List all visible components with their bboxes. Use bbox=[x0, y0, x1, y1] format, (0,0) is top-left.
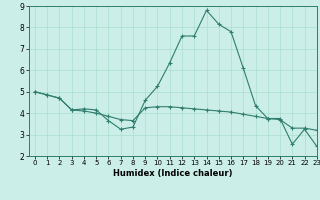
X-axis label: Humidex (Indice chaleur): Humidex (Indice chaleur) bbox=[113, 169, 233, 178]
